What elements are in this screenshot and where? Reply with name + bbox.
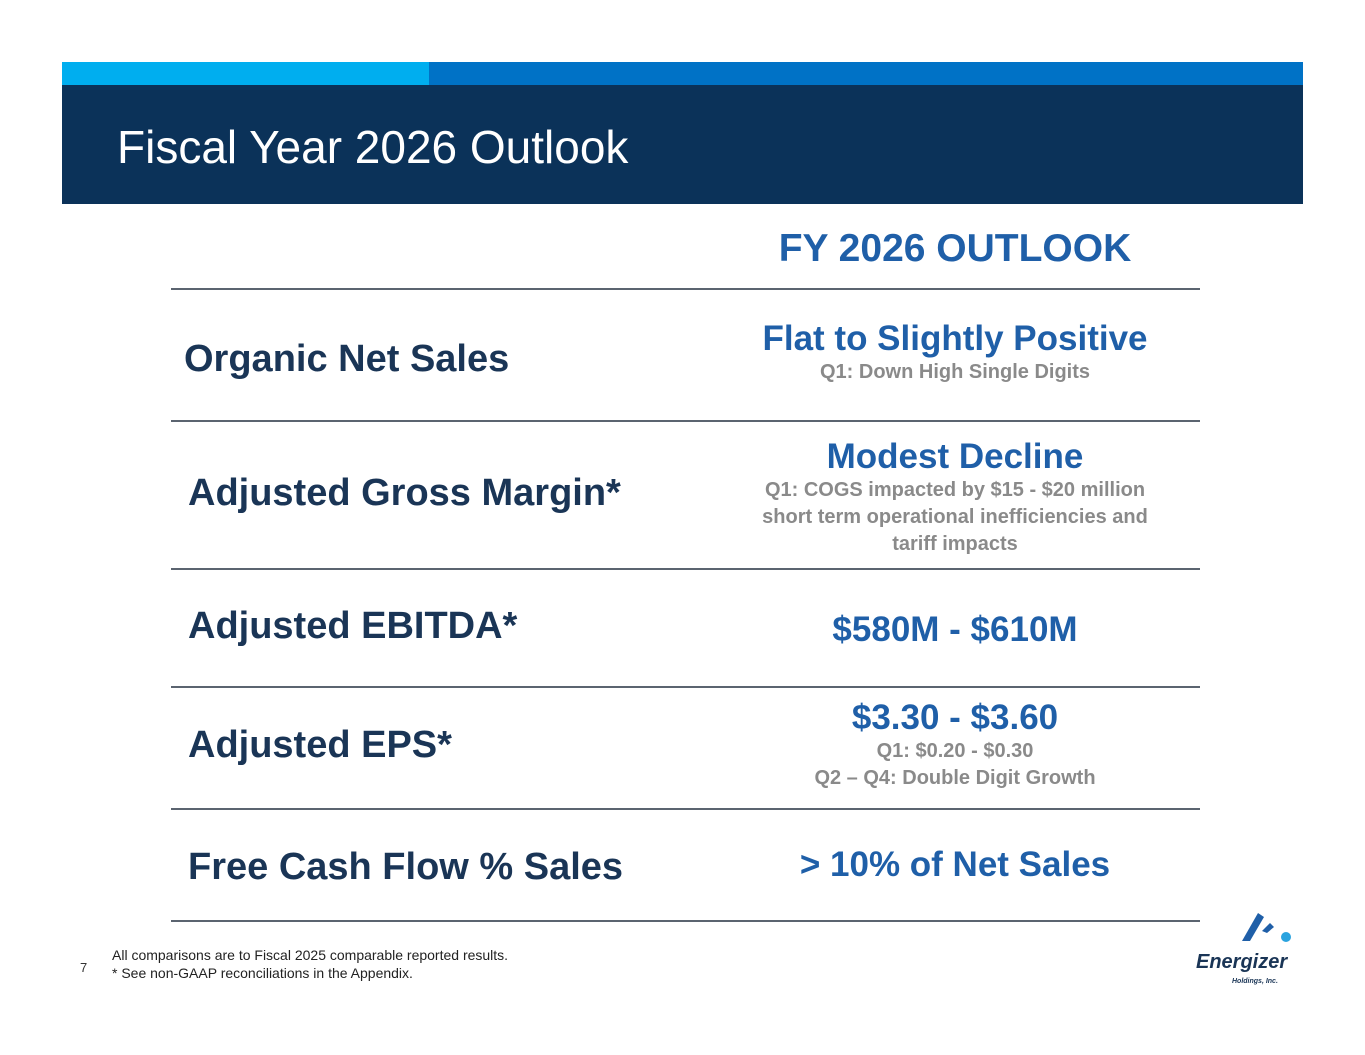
table-rule <box>171 568 1200 570</box>
logo-tagline: Holdings, Inc. <box>1232 978 1278 985</box>
table-rule <box>171 920 1200 922</box>
page-number: 7 <box>80 960 88 975</box>
header-accent-blue-bar <box>429 62 1303 85</box>
footnote: All comparisons are to Fiscal 2025 compa… <box>112 947 509 963</box>
row-label-adjusted-ebitda: Adjusted EBITDA* <box>188 605 518 647</box>
row-label-adjusted-gross-margin: Adjusted Gross Margin* <box>188 472 621 514</box>
value-note: short term operational inefficiencies an… <box>762 506 1148 528</box>
header-band <box>62 85 1303 204</box>
row-value-free-cash-flow: > 10% of Net Sales <box>710 845 1200 885</box>
row-label-free-cash-flow: Free Cash Flow % Sales <box>188 846 624 888</box>
value-note: Q2 – Q4: Double Digit Growth <box>814 767 1096 789</box>
value-main: Modest Decline <box>826 437 1084 476</box>
table-rule <box>171 420 1200 422</box>
energizer-logo: Energizer Holdings, Inc. <box>1190 905 1300 990</box>
value-main: > 10% of Net Sales <box>799 845 1111 884</box>
value-note: Q1: $0.20 - $0.30 <box>876 740 1034 762</box>
row-value-organic-net-sales: Flat to Slightly Positive Q1: Down High … <box>710 319 1200 386</box>
row-label-organic-net-sales: Organic Net Sales <box>184 338 510 380</box>
table-rule <box>171 686 1200 688</box>
value-main: $3.30 - $3.60 <box>851 698 1059 737</box>
row-label-adjusted-eps: Adjusted EPS* <box>188 724 452 766</box>
logo-wordmark: Energizer <box>1196 951 1288 973</box>
value-note: Q1: Down High Single Digits <box>820 361 1090 383</box>
column-heading: FY 2026 OUTLOOK <box>778 227 1132 270</box>
table-rule <box>171 288 1200 290</box>
page-title: Fiscal Year 2026 Outlook <box>117 121 629 173</box>
value-main: $580M - $610M <box>832 610 1078 649</box>
value-main: Flat to Slightly Positive <box>762 319 1148 358</box>
value-note: tariff impacts <box>892 533 1018 555</box>
row-value-adjusted-gross-margin: Modest Decline Q1: COGS impacted by $15 … <box>710 437 1200 558</box>
row-value-adjusted-ebitda: $580M - $610M <box>710 610 1200 650</box>
header-accent-light-bar <box>62 62 429 85</box>
value-note: Q1: COGS impacted by $15 - $20 million <box>764 479 1146 501</box>
table-rule <box>171 808 1200 810</box>
footnote: * See non-GAAP reconciliations in the Ap… <box>112 965 413 981</box>
row-value-adjusted-eps: $3.30 - $3.60 Q1: $0.20 - $0.30 Q2 – Q4:… <box>710 698 1200 792</box>
energizer-logo-icon: Energizer Holdings, Inc. <box>1196 913 1291 985</box>
